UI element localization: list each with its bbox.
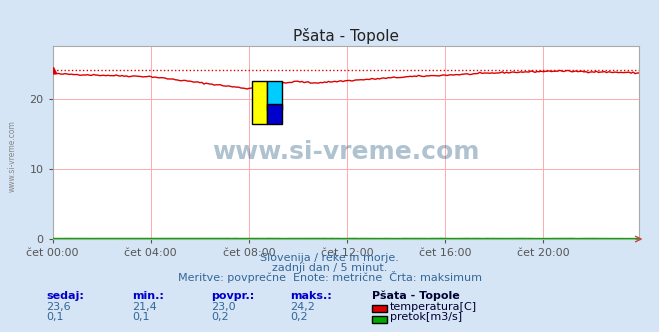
Text: sedaj:: sedaj: — [46, 291, 84, 301]
Text: 0,1: 0,1 — [46, 312, 64, 322]
Text: Pšata - Topole: Pšata - Topole — [372, 290, 460, 301]
Text: maks.:: maks.: — [290, 291, 331, 301]
Text: 24,2: 24,2 — [290, 302, 315, 312]
Text: 0,2: 0,2 — [211, 312, 229, 322]
Text: 23,0: 23,0 — [211, 302, 235, 312]
FancyBboxPatch shape — [268, 104, 282, 124]
Text: 21,4: 21,4 — [132, 302, 157, 312]
Text: 23,6: 23,6 — [46, 302, 71, 312]
FancyBboxPatch shape — [268, 81, 282, 110]
FancyBboxPatch shape — [252, 81, 267, 124]
Title: Pšata - Topole: Pšata - Topole — [293, 28, 399, 44]
Text: www.si-vreme.com: www.si-vreme.com — [8, 120, 17, 192]
Text: Meritve: povprečne  Enote: metrične  Črta: maksimum: Meritve: povprečne Enote: metrične Črta:… — [177, 271, 482, 283]
Text: 0,2: 0,2 — [290, 312, 308, 322]
Text: 0,1: 0,1 — [132, 312, 150, 322]
Text: pretok[m3/s]: pretok[m3/s] — [390, 312, 462, 322]
Text: povpr.:: povpr.: — [211, 291, 254, 301]
Text: zadnji dan / 5 minut.: zadnji dan / 5 minut. — [272, 263, 387, 273]
Text: temperatura[C]: temperatura[C] — [390, 302, 477, 312]
Text: min.:: min.: — [132, 291, 163, 301]
Text: www.si-vreme.com: www.si-vreme.com — [212, 140, 480, 164]
Text: Slovenija / reke in morje.: Slovenija / reke in morje. — [260, 253, 399, 263]
